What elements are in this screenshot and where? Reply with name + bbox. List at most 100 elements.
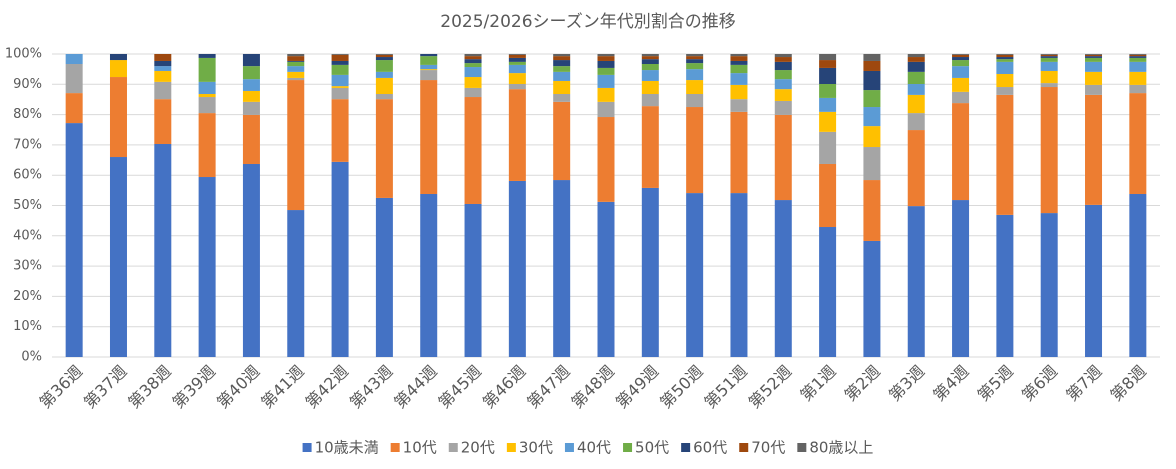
- bar-segment: [198, 81, 216, 94]
- bar-segment: [952, 66, 970, 78]
- bar-segment: [774, 79, 792, 90]
- bar-segment: [774, 70, 792, 80]
- bar-segment: [508, 57, 526, 62]
- bar-segment: [597, 74, 615, 88]
- bar-segment: [686, 193, 704, 357]
- legend-swatch: [506, 443, 516, 452]
- bar-segment: [287, 56, 305, 61]
- bar-segment: [375, 60, 393, 72]
- bar-segment: [464, 203, 482, 357]
- x-tick-label: 第52週: [745, 362, 795, 412]
- y-tick-label: 20%: [13, 289, 42, 304]
- x-tick-label: 第50週: [656, 362, 706, 412]
- bar-segment: [553, 56, 571, 61]
- bar-segment: [420, 56, 438, 65]
- bar-segment: [420, 70, 438, 81]
- bar-segment: [597, 117, 615, 202]
- y-tick-label: 90%: [13, 77, 42, 92]
- bar-segment: [1129, 54, 1147, 57]
- bar-segment: [508, 61, 526, 65]
- bar-segment: [952, 91, 970, 104]
- bar-segment: [420, 54, 438, 57]
- x-tick-label: 第2週: [841, 362, 884, 405]
- bar-segment: [1085, 56, 1103, 58]
- legend-label: 40代: [577, 439, 611, 457]
- bar-segment: [287, 77, 305, 81]
- bar-segment: [730, 56, 748, 61]
- bar-segment: [287, 210, 305, 357]
- bar-segment: [730, 111, 748, 194]
- bar-segment: [819, 131, 837, 164]
- bar-segment: [198, 97, 216, 114]
- bar-segment: [1040, 213, 1058, 357]
- bar-segment: [242, 79, 260, 91]
- x-tick-label: 第4週: [929, 362, 972, 405]
- bar-segment: [774, 61, 792, 71]
- bar-segment: [907, 71, 925, 84]
- legend-label: 20代: [461, 439, 495, 457]
- bar-segment: [242, 101, 260, 115]
- bar-segment: [907, 61, 925, 72]
- bar-segment: [375, 77, 393, 94]
- bar-segment: [996, 59, 1014, 62]
- y-tick-label: 100%: [5, 47, 42, 62]
- bar-segment: [109, 54, 127, 61]
- legend-label: 10歳未満: [315, 439, 379, 457]
- bar-segment: [774, 200, 792, 357]
- bar-segment: [597, 87, 615, 102]
- bar-segment: [686, 59, 704, 64]
- bar-segment: [597, 56, 615, 61]
- bar-segment: [1085, 57, 1103, 62]
- bar-segment: [863, 60, 881, 71]
- bar-segment: [154, 99, 172, 144]
- bar-segment: [641, 106, 659, 188]
- bar-segment: [774, 114, 792, 201]
- bar-segment: [597, 201, 615, 357]
- bar-segment: [1040, 56, 1058, 58]
- bar-segment: [154, 70, 172, 82]
- legend: 10歳未満 10代 20代 30代 40代 50代 60代 70代 80歳以上: [302, 439, 873, 457]
- bar-segment: [109, 77, 127, 158]
- bar-segment: [1085, 71, 1103, 85]
- bar-segment: [819, 60, 837, 68]
- bar-segment: [996, 73, 1014, 88]
- bar-segment: [508, 64, 526, 74]
- bar-segment: [819, 97, 837, 112]
- bar-segment: [375, 93, 393, 100]
- bar-segment: [508, 54, 526, 55]
- bar-segment: [996, 61, 1014, 74]
- bar-segment: [1129, 54, 1147, 55]
- x-tick-label: 第47週: [523, 362, 573, 412]
- y-tick-label: 10%: [13, 319, 42, 334]
- bar-segment: [686, 63, 704, 70]
- y-tick-label: 60%: [13, 168, 42, 183]
- bar-segment: [641, 70, 659, 81]
- bar-segment: [198, 93, 216, 98]
- bar-segment: [863, 180, 881, 241]
- bar-segment: [331, 99, 349, 162]
- bar-segment: [774, 54, 792, 58]
- chart-title: 2025/2026シーズン年代別割合の推移: [440, 12, 735, 32]
- bar-segment: [952, 57, 970, 61]
- bar-segment: [464, 54, 482, 57]
- bar-segment: [730, 73, 748, 85]
- y-tick-label: 30%: [13, 259, 42, 274]
- bar-segment: [730, 54, 748, 57]
- bar-segment: [952, 103, 970, 201]
- bar-segment: [996, 87, 1014, 95]
- y-tick-label: 70%: [13, 137, 42, 152]
- bar-segment: [597, 101, 615, 118]
- bar-segment: [242, 163, 260, 357]
- bar-segment: [287, 80, 305, 211]
- bar-segment: [819, 111, 837, 132]
- bar-segment: [907, 57, 925, 62]
- bar-segment: [863, 147, 881, 181]
- bar-segment: [65, 54, 83, 64]
- bar-segment: [331, 54, 349, 55]
- bar-segment: [774, 100, 792, 115]
- x-tick-label: 第51週: [701, 362, 751, 412]
- bar-segment: [1085, 61, 1103, 72]
- bar-segment: [420, 193, 438, 357]
- bar-segment: [287, 66, 305, 72]
- legend-swatch: [390, 443, 400, 452]
